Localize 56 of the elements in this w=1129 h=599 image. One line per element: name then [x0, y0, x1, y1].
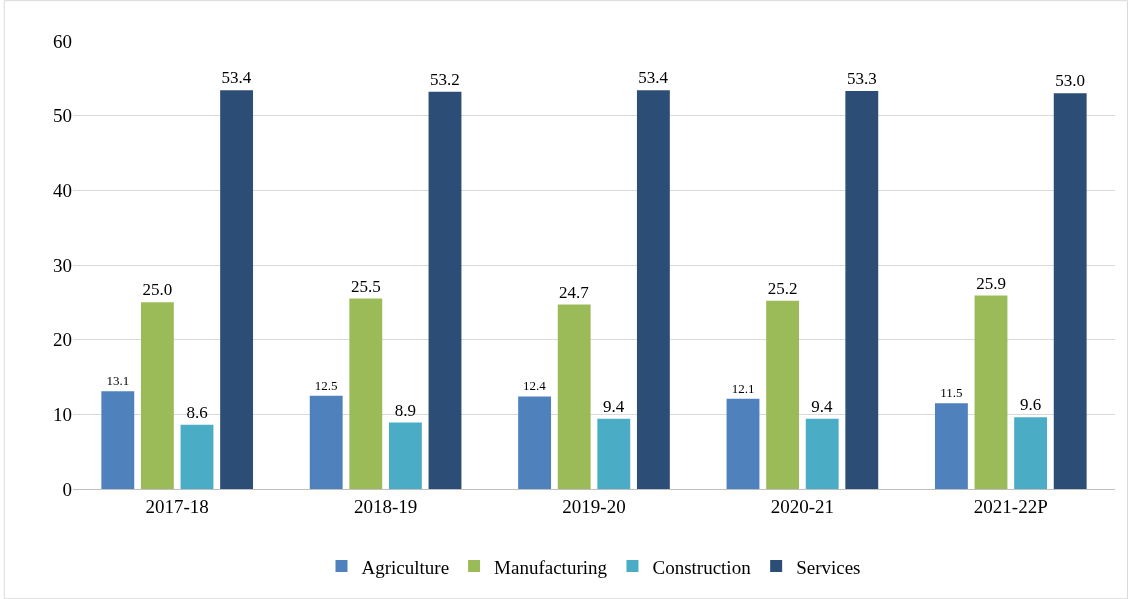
- bar: [597, 418, 631, 489]
- bar: [180, 424, 214, 489]
- bar: [140, 302, 174, 489]
- bar: [1053, 93, 1087, 489]
- data-label: 53.2: [430, 69, 460, 89]
- data-label: 11.5: [940, 385, 963, 401]
- y-tick-label: 20: [53, 329, 72, 351]
- data-label: 9.4: [602, 396, 625, 416]
- data-label: 8.6: [186, 402, 208, 422]
- y-tick-label: 50: [53, 105, 72, 127]
- y-tick-label: 0: [62, 478, 72, 500]
- bar: [805, 418, 839, 489]
- bar: [726, 398, 760, 489]
- x-tick-label: 2021-22P: [973, 495, 1048, 517]
- x-tick-label: 2017-18: [145, 495, 209, 517]
- legend-label: Manufacturing: [494, 556, 608, 578]
- data-label: 53.4: [221, 68, 252, 88]
- data-label: 12.1: [731, 380, 755, 396]
- bar: [388, 422, 422, 489]
- data-label: 12.4: [522, 378, 547, 394]
- x-tick-label: 2019-20: [562, 495, 626, 517]
- data-label: 25.2: [767, 278, 798, 298]
- x-tick-label: 2018-19: [353, 495, 418, 517]
- data-label: 12.5: [314, 377, 338, 393]
- bar: [974, 295, 1008, 489]
- bar: [428, 91, 462, 489]
- bar: [309, 395, 343, 489]
- y-tick-label: 30: [53, 254, 72, 276]
- y-tick-label: 40: [53, 179, 72, 201]
- data-label: 53.0: [1055, 71, 1086, 91]
- bar: [349, 298, 383, 489]
- x-tick-label: 2020-21: [770, 495, 835, 517]
- bar: [766, 300, 800, 489]
- data-label: 25.5: [350, 276, 381, 296]
- bar: [220, 90, 254, 489]
- legend-label: Construction: [652, 556, 752, 578]
- data-label: 53.4: [638, 68, 669, 88]
- bar: [101, 391, 135, 489]
- data-label: 24.7: [559, 282, 590, 302]
- data-label: 8.9: [394, 400, 417, 420]
- bar: [845, 91, 879, 489]
- data-label: 53.3: [846, 69, 877, 89]
- y-tick-label: 60: [53, 30, 72, 52]
- bar: [934, 403, 968, 489]
- bar: [1014, 417, 1048, 489]
- bar: [518, 396, 552, 489]
- data-label: 25.9: [976, 273, 1006, 293]
- data-label: 9.6: [1019, 395, 1042, 415]
- bar: [636, 90, 670, 489]
- legend-label: Agriculture: [361, 556, 450, 578]
- data-label: 13.1: [106, 373, 130, 389]
- y-tick-label: 10: [53, 403, 72, 425]
- legend-label: Services: [796, 556, 861, 578]
- data-label: 9.4: [811, 396, 834, 416]
- data-label: 25.0: [142, 280, 173, 300]
- bar: [557, 304, 591, 489]
